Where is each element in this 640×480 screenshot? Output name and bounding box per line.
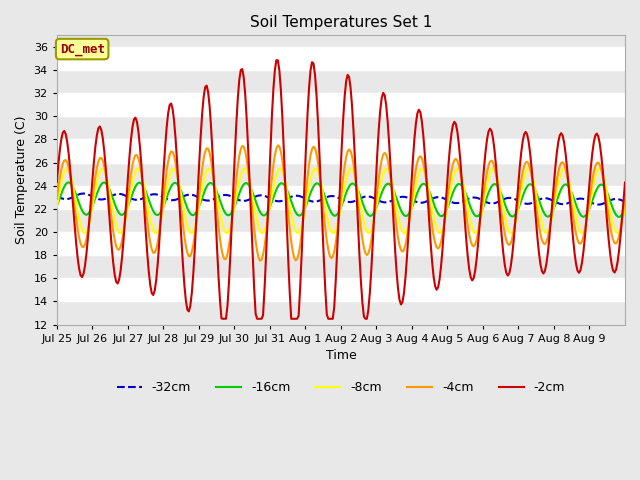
Legend: -32cm, -16cm, -8cm, -4cm, -2cm: -32cm, -16cm, -8cm, -4cm, -2cm [112, 376, 570, 399]
-4cm [461, 201, 468, 207]
-16cm [621, 205, 629, 211]
Bar [57, 93, 625, 116]
-32cm [92, 195, 99, 201]
-16cm [74, 196, 81, 202]
-8cm [90, 195, 98, 201]
Line: -4cm: -4cm [57, 145, 625, 261]
Bar [57, 186, 625, 209]
-16cm [53, 204, 61, 209]
-16cm [347, 181, 355, 187]
Text: DC_met: DC_met [60, 43, 105, 56]
-32cm [72, 192, 80, 198]
-2cm [348, 103, 356, 109]
-8cm [53, 204, 61, 210]
-4cm [274, 143, 282, 148]
-32cm [621, 199, 629, 205]
-4cm [348, 153, 356, 159]
-2cm [53, 179, 61, 185]
X-axis label: Time: Time [326, 349, 356, 362]
Bar [57, 278, 625, 301]
-16cm [460, 185, 467, 191]
-32cm [544, 196, 552, 202]
Line: -16cm: -16cm [57, 182, 625, 217]
-2cm [219, 316, 227, 322]
-16cm [544, 214, 552, 219]
-32cm [347, 199, 355, 205]
-4cm [90, 183, 98, 189]
-4cm [620, 207, 627, 213]
-2cm [273, 57, 280, 63]
Bar [57, 47, 625, 70]
-2cm [621, 180, 629, 185]
Line: -32cm: -32cm [57, 193, 625, 204]
-4cm [53, 196, 61, 202]
-8cm [471, 230, 479, 236]
-2cm [545, 235, 553, 241]
-4cm [72, 216, 80, 222]
-4cm [545, 228, 553, 233]
-8cm [345, 167, 353, 173]
-8cm [72, 200, 80, 206]
-32cm [53, 193, 61, 199]
-32cm [460, 198, 467, 204]
Bar [57, 232, 625, 255]
-32cm [620, 198, 627, 204]
-32cm [80, 191, 88, 196]
-2cm [461, 218, 468, 224]
-8cm [620, 212, 627, 218]
Y-axis label: Soil Temperature (C): Soil Temperature (C) [15, 116, 28, 244]
-2cm [620, 198, 627, 204]
-4cm [256, 258, 264, 264]
-8cm [489, 166, 497, 171]
-8cm [458, 175, 466, 180]
-16cm [615, 214, 623, 220]
-2cm [90, 159, 98, 165]
Bar [57, 140, 625, 163]
-8cm [545, 226, 553, 231]
Title: Soil Temperatures Set 1: Soil Temperatures Set 1 [250, 15, 432, 30]
-16cm [92, 195, 99, 201]
-32cm [595, 202, 602, 207]
-2cm [72, 240, 80, 246]
Line: -2cm: -2cm [57, 60, 625, 319]
-16cm [620, 209, 627, 215]
-4cm [621, 196, 629, 202]
-16cm [65, 180, 72, 185]
-8cm [621, 204, 629, 210]
Line: -8cm: -8cm [57, 168, 625, 233]
